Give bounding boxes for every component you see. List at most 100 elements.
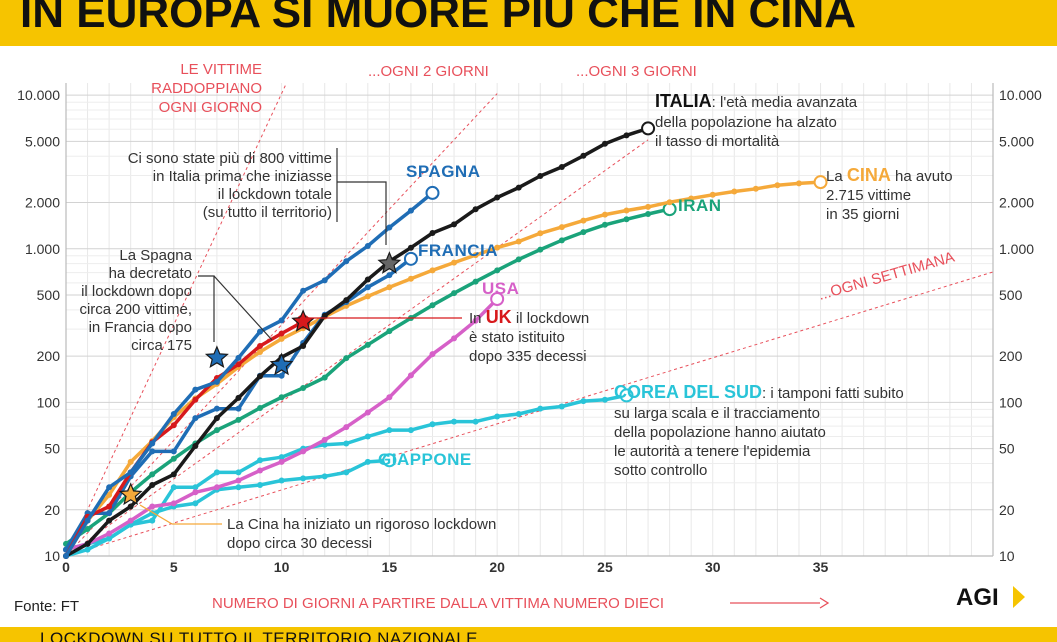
annotation-corea-line: sotto controllo <box>614 462 707 479</box>
data-point-iran <box>580 229 587 236</box>
data-point-cina <box>278 335 285 342</box>
annotation-uk-part: il lockdown <box>512 310 590 327</box>
data-point-iran <box>149 471 156 478</box>
data-point-corea <box>429 421 436 428</box>
series-label-spagna: SPAGNA <box>406 162 480 181</box>
annotation-corea-part: COREA DEL SUD <box>614 382 762 402</box>
rate-label-daily: OGNI GIORNO <box>159 99 262 116</box>
data-point-uk <box>192 396 199 403</box>
annotation-cina-part: ha avuto <box>891 168 953 185</box>
data-point-corea <box>386 427 393 434</box>
annotation-corea-line: su larga scala e il tracciamento <box>614 405 820 422</box>
data-point-iran <box>213 427 220 434</box>
series-end-marker-corea <box>619 388 634 403</box>
lockdown-star-spagna <box>204 345 229 368</box>
annotation-italia-lockdown: (su tutto il territorio) <box>203 204 332 221</box>
data-point-cina <box>127 458 134 465</box>
x-axis-arrowhead <box>819 597 830 609</box>
data-point-cina <box>688 195 695 202</box>
data-point-giappone <box>300 475 307 482</box>
data-point-cina <box>709 191 716 198</box>
annotation-spagna-francia-lockdown: ha decretato <box>109 265 192 282</box>
cina-lockdown-connector <box>139 504 173 525</box>
data-point-cina <box>537 230 544 237</box>
data-point-cina <box>601 211 608 218</box>
data-point-corea <box>407 427 414 434</box>
annotation-italia: ITALIA: l'età media avanzata <box>655 91 858 111</box>
data-point-iran <box>235 416 242 423</box>
data-point-italia <box>601 140 608 147</box>
data-point-cina <box>472 252 479 259</box>
title-bar: IN EUROPA SI MUORE PIÙ CHE IN CINA <box>0 0 1057 46</box>
data-point-usa <box>386 394 393 401</box>
data-point-giappone <box>257 481 264 488</box>
page-title: IN EUROPA SI MUORE PIÙ CHE IN CINA <box>20 0 857 37</box>
data-point-iran <box>601 221 608 228</box>
data-point-giappone <box>235 484 242 491</box>
annotation-uk-line: è stato istituito <box>469 329 565 346</box>
brand-logo: AGI <box>956 584 999 611</box>
data-point-iran <box>451 290 458 297</box>
data-point-corea <box>170 484 177 491</box>
data-point-spagna <box>84 517 91 524</box>
data-point-iran <box>623 216 630 223</box>
data-point-usa <box>364 409 371 416</box>
data-point-iran <box>170 455 177 462</box>
rate-label-daily: RADDOPPIANO <box>151 80 262 97</box>
annotation-cina-part: La <box>826 168 847 185</box>
data-point-usa <box>472 317 479 324</box>
annotation-cina-line: 2.715 vittime <box>826 187 911 204</box>
data-point-usa <box>170 500 177 507</box>
data-point-corea <box>472 418 479 425</box>
data-point-italia <box>84 540 91 547</box>
data-point-italia <box>472 206 479 213</box>
data-point-iran <box>84 525 91 532</box>
data-point-spagna <box>343 258 350 265</box>
y-tick-label-right: 20 <box>999 502 1015 518</box>
data-point-francia <box>386 272 393 279</box>
reference-line <box>65 82 287 557</box>
data-point-usa <box>321 436 328 443</box>
data-point-corea <box>364 433 371 440</box>
series-label-usa: USA <box>482 279 519 298</box>
data-point-francia <box>235 405 242 412</box>
data-point-iran <box>343 355 350 362</box>
data-point-iran <box>472 278 479 285</box>
data-point-cina <box>494 244 501 251</box>
data-point-spagna <box>192 386 199 393</box>
data-point-spagna <box>106 484 113 491</box>
y-tick-label-right: 100 <box>999 394 1023 410</box>
data-point-italia <box>170 471 177 478</box>
y-tick-label-left: 2.000 <box>25 195 60 211</box>
series-label-giappone: GIAPPONE <box>378 450 472 469</box>
data-point-cina <box>407 275 414 282</box>
series-line-italia <box>65 126 649 558</box>
data-point-spagna <box>127 469 134 476</box>
annotation-corea-line: le autorità a tenere l'epidemia <box>614 443 811 460</box>
data-point-uk <box>278 330 285 337</box>
lockdown-star-cina <box>118 482 143 506</box>
data-point-usa <box>213 484 220 491</box>
data-point-cina <box>623 207 630 214</box>
x-tick-label: 5 <box>170 559 178 575</box>
series-end-marker-francia <box>403 251 418 266</box>
y-tick-label-left: 10.000 <box>17 87 60 103</box>
x-tick-label: 15 <box>382 559 398 575</box>
data-point-iran <box>364 341 371 348</box>
y-tick-label-right: 200 <box>999 348 1023 364</box>
data-point-italia <box>515 184 522 191</box>
data-point-usa <box>257 467 264 474</box>
annotation-spagna-francia-lockdown: circa 200 vittime, <box>79 301 192 318</box>
data-point-spagna <box>407 207 414 214</box>
series-label-iran: IRAN <box>678 196 722 215</box>
y-tick-label-left: 5.000 <box>25 133 60 149</box>
data-point-usa <box>127 517 134 524</box>
data-point-spagna <box>149 440 156 447</box>
data-point-usa <box>451 335 458 342</box>
data-point-italia <box>235 394 242 401</box>
annotation-cina: La CINA ha avuto <box>826 165 953 185</box>
data-point-spagna <box>300 287 307 294</box>
data-point-italia <box>451 221 458 228</box>
data-point-iran <box>300 385 307 392</box>
data-point-iran <box>257 404 264 411</box>
